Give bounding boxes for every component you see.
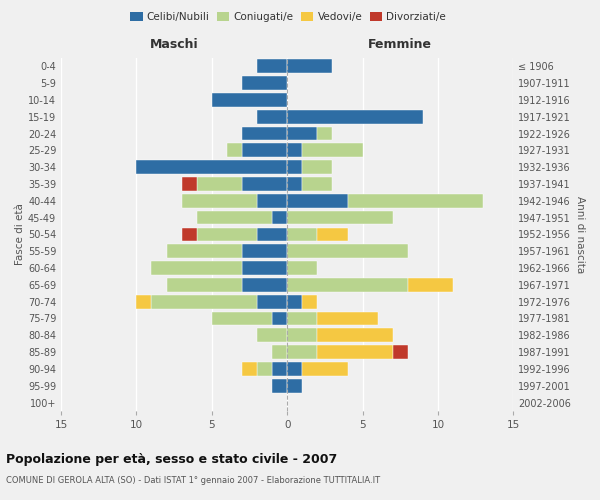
Bar (272, 210, 287, 224)
Bar (287, 345, 317, 359)
Bar (242, 261, 287, 275)
Text: COMUNE DI GEROLA ALTA (SO) - Dati ISTAT 1° gennaio 2007 - Elaborazione TUTTITALI: COMUNE DI GEROLA ALTA (SO) - Dati ISTAT … (6, 476, 380, 485)
Y-axis label: Anni di nascita: Anni di nascita (575, 196, 585, 273)
Bar (302, 295, 317, 308)
Bar (212, 93, 287, 107)
Bar (242, 177, 287, 191)
Bar (227, 144, 242, 157)
Bar (197, 177, 242, 191)
Bar (257, 194, 287, 207)
Bar (242, 76, 287, 90)
Bar (242, 244, 287, 258)
Bar (287, 210, 393, 224)
Bar (317, 328, 393, 342)
Bar (242, 126, 287, 140)
Bar (408, 278, 453, 291)
Bar (347, 194, 483, 207)
Bar (287, 126, 317, 140)
Bar (272, 312, 287, 326)
Bar (257, 295, 287, 308)
Bar (151, 261, 242, 275)
Bar (197, 210, 272, 224)
Bar (242, 278, 287, 291)
Bar (317, 228, 347, 241)
Bar (257, 328, 287, 342)
Bar (197, 228, 257, 241)
Bar (136, 160, 287, 174)
Bar (182, 228, 197, 241)
Bar (182, 194, 257, 207)
Bar (287, 228, 317, 241)
Bar (287, 244, 408, 258)
Bar (287, 144, 302, 157)
Bar (302, 177, 332, 191)
Bar (257, 362, 272, 376)
Bar (287, 379, 302, 392)
Text: Popolazione per età, sesso e stato civile - 2007: Popolazione per età, sesso e stato civil… (6, 452, 337, 466)
Bar (257, 60, 287, 73)
Text: Maschi: Maschi (150, 38, 199, 51)
Bar (167, 278, 242, 291)
Bar (287, 278, 408, 291)
Bar (182, 177, 197, 191)
Bar (287, 295, 302, 308)
Bar (272, 345, 287, 359)
Bar (302, 362, 347, 376)
Bar (242, 144, 287, 157)
Bar (167, 244, 242, 258)
Bar (287, 261, 317, 275)
Bar (287, 312, 317, 326)
Bar (242, 362, 257, 376)
Bar (302, 144, 362, 157)
Text: Femmine: Femmine (368, 38, 432, 51)
Bar (287, 60, 332, 73)
Bar (287, 362, 302, 376)
Bar (393, 345, 408, 359)
Bar (257, 110, 287, 124)
Legend: Celibi/Nubili, Coniugati/e, Vedovi/e, Divorziati/e: Celibi/Nubili, Coniugati/e, Vedovi/e, Di… (126, 8, 450, 26)
Bar (287, 194, 347, 207)
Bar (287, 160, 302, 174)
Bar (287, 328, 317, 342)
Bar (212, 312, 272, 326)
Bar (302, 160, 332, 174)
Y-axis label: Fasce di età: Fasce di età (15, 204, 25, 266)
Bar (136, 295, 151, 308)
Bar (257, 228, 287, 241)
Bar (287, 177, 302, 191)
Bar (151, 295, 257, 308)
Bar (317, 126, 332, 140)
Bar (317, 312, 377, 326)
Bar (272, 379, 287, 392)
Bar (287, 110, 423, 124)
Bar (317, 345, 393, 359)
Bar (272, 362, 287, 376)
